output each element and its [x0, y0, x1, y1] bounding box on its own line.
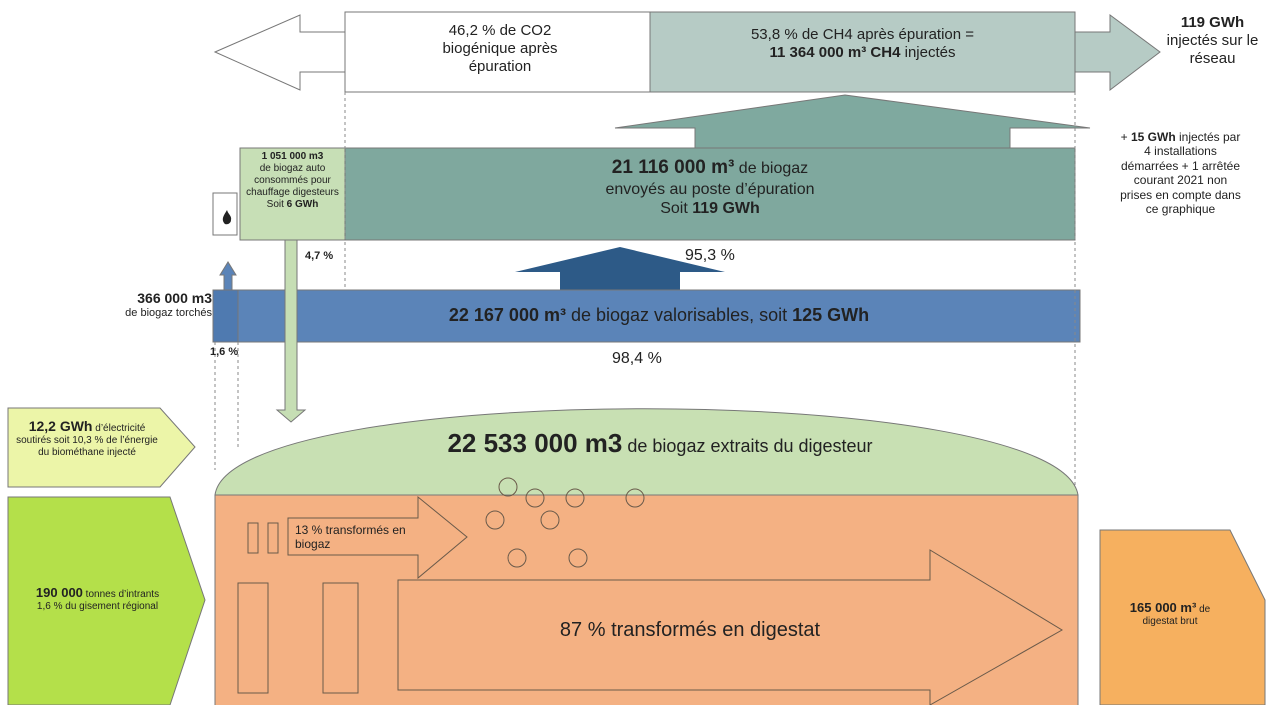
text: 46,2 % de CO2	[448, 22, 552, 39]
guides	[214, 92, 1076, 485]
text: injectés par 4 installations démarrées +…	[1120, 130, 1241, 216]
digestate-box	[1099, 529, 1266, 705]
electricity-text: 12,2 GWh d’électricité soutirés soit 10,…	[12, 418, 162, 459]
text: 22 533 000 m3	[447, 428, 623, 458]
text: 1 051 000 m3	[261, 151, 324, 162]
text: envoyés au poste d’épuration	[605, 180, 815, 198]
text: 21 116 000 m³	[611, 157, 735, 178]
ch4-arrow	[1074, 14, 1161, 92]
text: 119 GWh	[1180, 14, 1245, 31]
note: + 15 GWh injectés par 4 installations dé…	[1118, 130, 1243, 216]
digestate-arrow	[397, 549, 1063, 705]
purification-share: 95,3 %	[685, 247, 735, 264]
text: Soit	[266, 199, 287, 210]
text: 53,8 % de CH4 après épuration =	[750, 26, 975, 43]
text: +	[1120, 130, 1131, 144]
text: 190 000	[35, 585, 83, 600]
bubbles	[485, 477, 645, 568]
purification-text: 21 116 000 m³ de biogaz envoyés au poste…	[400, 157, 1020, 218]
ch4-text: 53,8 % de CH4 après épuration = 11 364 0…	[660, 26, 1065, 62]
text: 15 GWh	[1130, 130, 1176, 144]
text: de	[1196, 604, 1211, 615]
cell	[267, 522, 279, 554]
usable-text: 22 167 000 m³ de biogaz valorisables, so…	[238, 305, 1080, 327]
text: 366 000 m3	[137, 290, 212, 306]
usable-share: 98,4 %	[612, 350, 662, 367]
text: 6 GWh	[286, 199, 319, 210]
text: épuration	[468, 58, 532, 75]
text: 125 GWh	[792, 305, 870, 325]
text: d’électricité soutirés soit 10,3 % de l’…	[16, 423, 158, 458]
text: Soit	[660, 199, 693, 217]
flared-share: 1,6 %	[210, 346, 239, 358]
text: digestat brut	[1142, 616, 1198, 627]
digester	[214, 494, 1079, 705]
purification-box	[344, 147, 1076, 241]
cell	[247, 522, 259, 554]
text: de biogaz torchés	[125, 307, 212, 320]
text: 12,2 GWh	[28, 418, 93, 434]
co2-arrow	[213, 14, 346, 91]
self-box	[239, 147, 346, 241]
usable-bar	[237, 289, 1081, 343]
text: 22 167 000 m³	[448, 305, 566, 325]
text: injectés	[900, 44, 956, 61]
inputs-box	[7, 496, 206, 705]
extracted-text: 22 533 000 m3 de biogaz extraits du dige…	[260, 428, 1060, 459]
self-arrow	[275, 239, 307, 423]
text: 1,6 % du gisement régional	[36, 601, 159, 612]
flared-text: 366 000 m3 de biogaz torchés	[100, 290, 212, 320]
text: de biogaz valorisables, soit	[565, 305, 793, 325]
inputs-text: 190 000 tonnes d’intrants 1,6 % du gisem…	[10, 585, 185, 613]
flare-arrow	[219, 261, 237, 291]
digestate-label: 87 % transformés en digestat	[559, 619, 821, 641]
text: de biogaz auto consommés pour chauffage …	[246, 163, 339, 198]
text: de biogaz	[734, 160, 809, 177]
up-arrow	[614, 94, 1091, 149]
electricity-box	[7, 407, 196, 488]
text: injectés sur le réseau	[1166, 32, 1259, 67]
biogas-arrow	[287, 495, 468, 580]
usable-arrow	[515, 247, 725, 290]
cell	[322, 582, 359, 694]
text: biogénique après	[442, 40, 558, 57]
self-text: 1 051 000 m3 de biogaz auto consommés po…	[242, 151, 343, 211]
text: de biogaz extraits du digesteur	[622, 436, 873, 456]
co2-text: 46,2 % de CO2 biogénique après épuration	[400, 22, 600, 76]
text: 11 364 000 m³ CH4	[769, 44, 901, 61]
flared-bar	[212, 289, 239, 343]
digestate-text: 165 000 m³ de digestat brut	[1105, 600, 1235, 628]
flows	[7, 11, 1266, 705]
text: tonnes d’intrants	[82, 589, 160, 600]
text: 119 GWh	[692, 199, 760, 217]
cell	[237, 582, 269, 694]
co2-box	[344, 11, 651, 93]
flame-icon	[222, 210, 232, 225]
dome	[214, 408, 1079, 496]
self-share: 4,7 %	[305, 250, 334, 262]
ch4-box	[649, 11, 1076, 93]
text: 165 000 m³	[1129, 600, 1197, 615]
biogas-label: 13 % transformés en biogaz	[295, 523, 406, 552]
injected: 119 GWh injectés sur le réseau	[1160, 14, 1265, 68]
